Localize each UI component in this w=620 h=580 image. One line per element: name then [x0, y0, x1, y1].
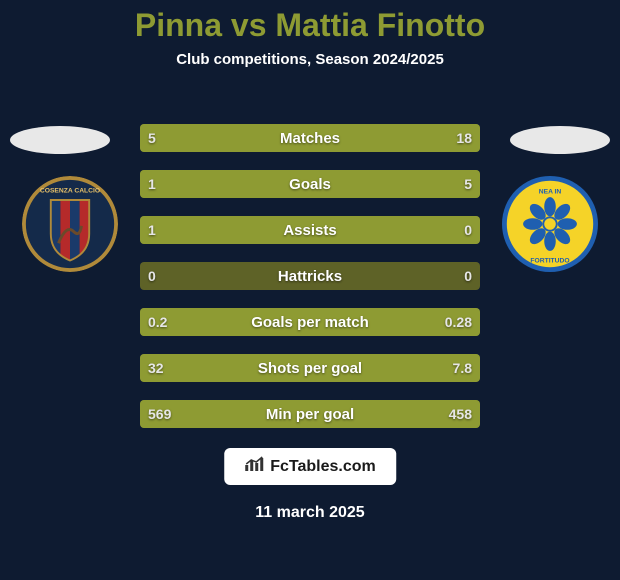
stat-bar-left-fill — [140, 400, 328, 428]
stat-bar-left-fill — [140, 170, 197, 198]
svg-text:COSENZA CALCIO: COSENZA CALCIO — [40, 187, 100, 194]
club-crest-right: NEA IN FORTITUDO — [502, 176, 598, 272]
stat-bar-right-fill — [282, 308, 480, 336]
stat-bar-right-fill — [413, 354, 480, 382]
svg-text:NEA IN: NEA IN — [539, 188, 562, 195]
subtitle: Club competitions, Season 2024/2025 — [0, 51, 620, 68]
stat-bar-left-fill — [140, 124, 214, 152]
page-title: Pinna vs Mattia Finotto — [0, 0, 620, 43]
stat-bar-right-fill — [214, 124, 480, 152]
stat-value-left: 0 — [148, 262, 156, 290]
svg-text:FORTITUDO: FORTITUDO — [530, 257, 569, 264]
brand-box[interactable]: FcTables.com — [224, 448, 396, 485]
player-backdrop-right — [510, 126, 610, 154]
brand-chart-icon — [244, 456, 264, 477]
stat-bar: Matches518 — [140, 124, 480, 152]
title-player-left: Pinna — [135, 7, 222, 43]
stat-bar-left-fill — [140, 216, 480, 244]
brand-label: FcTables.com — [270, 458, 376, 476]
title-vs: vs — [231, 7, 267, 43]
stat-bar: Goals per match0.20.28 — [140, 308, 480, 336]
stat-bar: Shots per goal327.8 — [140, 354, 480, 382]
stat-value-right: 0 — [464, 262, 472, 290]
stat-bar: Goals15 — [140, 170, 480, 198]
stat-label: Hattricks — [140, 262, 480, 290]
stat-bar-left-fill — [140, 308, 282, 336]
title-player-right: Mattia Finotto — [275, 7, 485, 43]
stat-bar-left-fill — [140, 354, 413, 382]
footer-date: 11 march 2025 — [0, 504, 620, 522]
stat-bar: Min per goal569458 — [140, 400, 480, 428]
player-backdrop-left — [10, 126, 110, 154]
stat-bar-right-fill — [197, 170, 480, 198]
stat-bar: Hattricks0 0 — [140, 262, 480, 290]
stat-bar: Assists10 — [140, 216, 480, 244]
stat-bar-right-fill — [328, 400, 480, 428]
club-crest-left: COSENZA CALCIO — [22, 176, 118, 272]
